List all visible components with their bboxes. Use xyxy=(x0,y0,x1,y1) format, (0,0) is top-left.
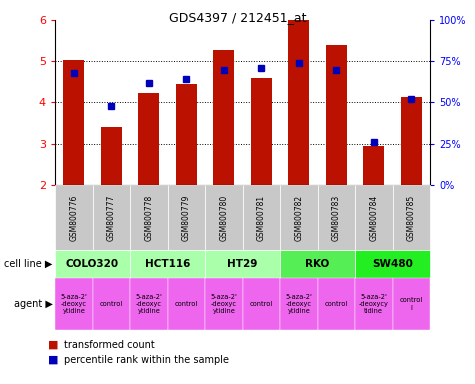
Bar xyxy=(401,97,422,185)
Text: GSM800783: GSM800783 xyxy=(332,194,341,241)
Text: GSM800780: GSM800780 xyxy=(219,194,228,241)
Text: GSM800781: GSM800781 xyxy=(257,194,266,240)
Text: GSM800776: GSM800776 xyxy=(69,194,78,241)
Text: ■: ■ xyxy=(48,340,58,350)
Text: GSM800785: GSM800785 xyxy=(407,194,416,241)
Bar xyxy=(130,278,168,330)
Text: COLO320: COLO320 xyxy=(66,259,119,269)
Bar xyxy=(288,20,309,185)
Bar xyxy=(205,250,280,278)
Text: control: control xyxy=(175,301,198,307)
Bar xyxy=(213,50,234,185)
Bar xyxy=(205,278,243,330)
Bar xyxy=(243,278,280,330)
Bar xyxy=(55,278,93,330)
Text: 5-aza-2'
-deoxyc
ytidine: 5-aza-2' -deoxyc ytidine xyxy=(60,294,87,314)
Bar xyxy=(317,185,355,250)
Text: control: control xyxy=(324,301,348,307)
Bar xyxy=(355,185,392,250)
Bar xyxy=(251,78,272,185)
Text: HT29: HT29 xyxy=(228,259,257,269)
Text: GSM800784: GSM800784 xyxy=(369,194,378,241)
Text: GSM800777: GSM800777 xyxy=(107,194,116,241)
Text: percentile rank within the sample: percentile rank within the sample xyxy=(64,355,229,365)
Text: 5-aza-2'
-deoxyc
ytidine: 5-aza-2' -deoxyc ytidine xyxy=(285,294,312,314)
Text: GDS4397 / 212451_at: GDS4397 / 212451_at xyxy=(169,12,306,25)
Text: control: control xyxy=(100,301,123,307)
Text: cell line ▶: cell line ▶ xyxy=(4,259,53,269)
Text: ■: ■ xyxy=(48,355,58,365)
Bar xyxy=(280,250,355,278)
Text: transformed count: transformed count xyxy=(64,340,155,350)
Text: 5-aza-2'
-deoxycy
tidine: 5-aza-2' -deoxycy tidine xyxy=(359,294,389,314)
Text: control: control xyxy=(250,301,273,307)
Bar xyxy=(317,278,355,330)
Bar xyxy=(392,185,430,250)
Text: GSM800778: GSM800778 xyxy=(144,194,153,241)
Bar xyxy=(280,185,317,250)
Text: SW480: SW480 xyxy=(372,259,413,269)
Text: GSM800779: GSM800779 xyxy=(182,194,191,241)
Bar xyxy=(130,185,168,250)
Text: HCT116: HCT116 xyxy=(145,259,190,269)
Bar xyxy=(138,93,159,185)
Bar xyxy=(392,278,430,330)
Bar xyxy=(280,278,317,330)
Bar xyxy=(130,250,205,278)
Bar xyxy=(93,278,130,330)
Bar xyxy=(168,278,205,330)
Bar xyxy=(176,84,197,185)
Text: 5-aza-2'
-deoxyc
ytidine: 5-aza-2' -deoxyc ytidine xyxy=(135,294,162,314)
Bar xyxy=(355,250,430,278)
Text: GSM800782: GSM800782 xyxy=(294,194,303,240)
Bar xyxy=(363,146,384,185)
Bar xyxy=(243,185,280,250)
Bar xyxy=(326,45,347,185)
Bar xyxy=(64,60,84,185)
Bar xyxy=(55,185,93,250)
Text: 5-aza-2'
-deoxyc
ytidine: 5-aza-2' -deoxyc ytidine xyxy=(210,294,237,314)
Bar xyxy=(205,185,243,250)
Text: RKO: RKO xyxy=(305,259,330,269)
Bar xyxy=(101,127,122,185)
Bar xyxy=(55,250,130,278)
Text: agent ▶: agent ▶ xyxy=(14,299,53,309)
Text: control
l: control l xyxy=(399,298,423,311)
Bar xyxy=(168,185,205,250)
Bar xyxy=(93,185,130,250)
Bar xyxy=(355,278,392,330)
